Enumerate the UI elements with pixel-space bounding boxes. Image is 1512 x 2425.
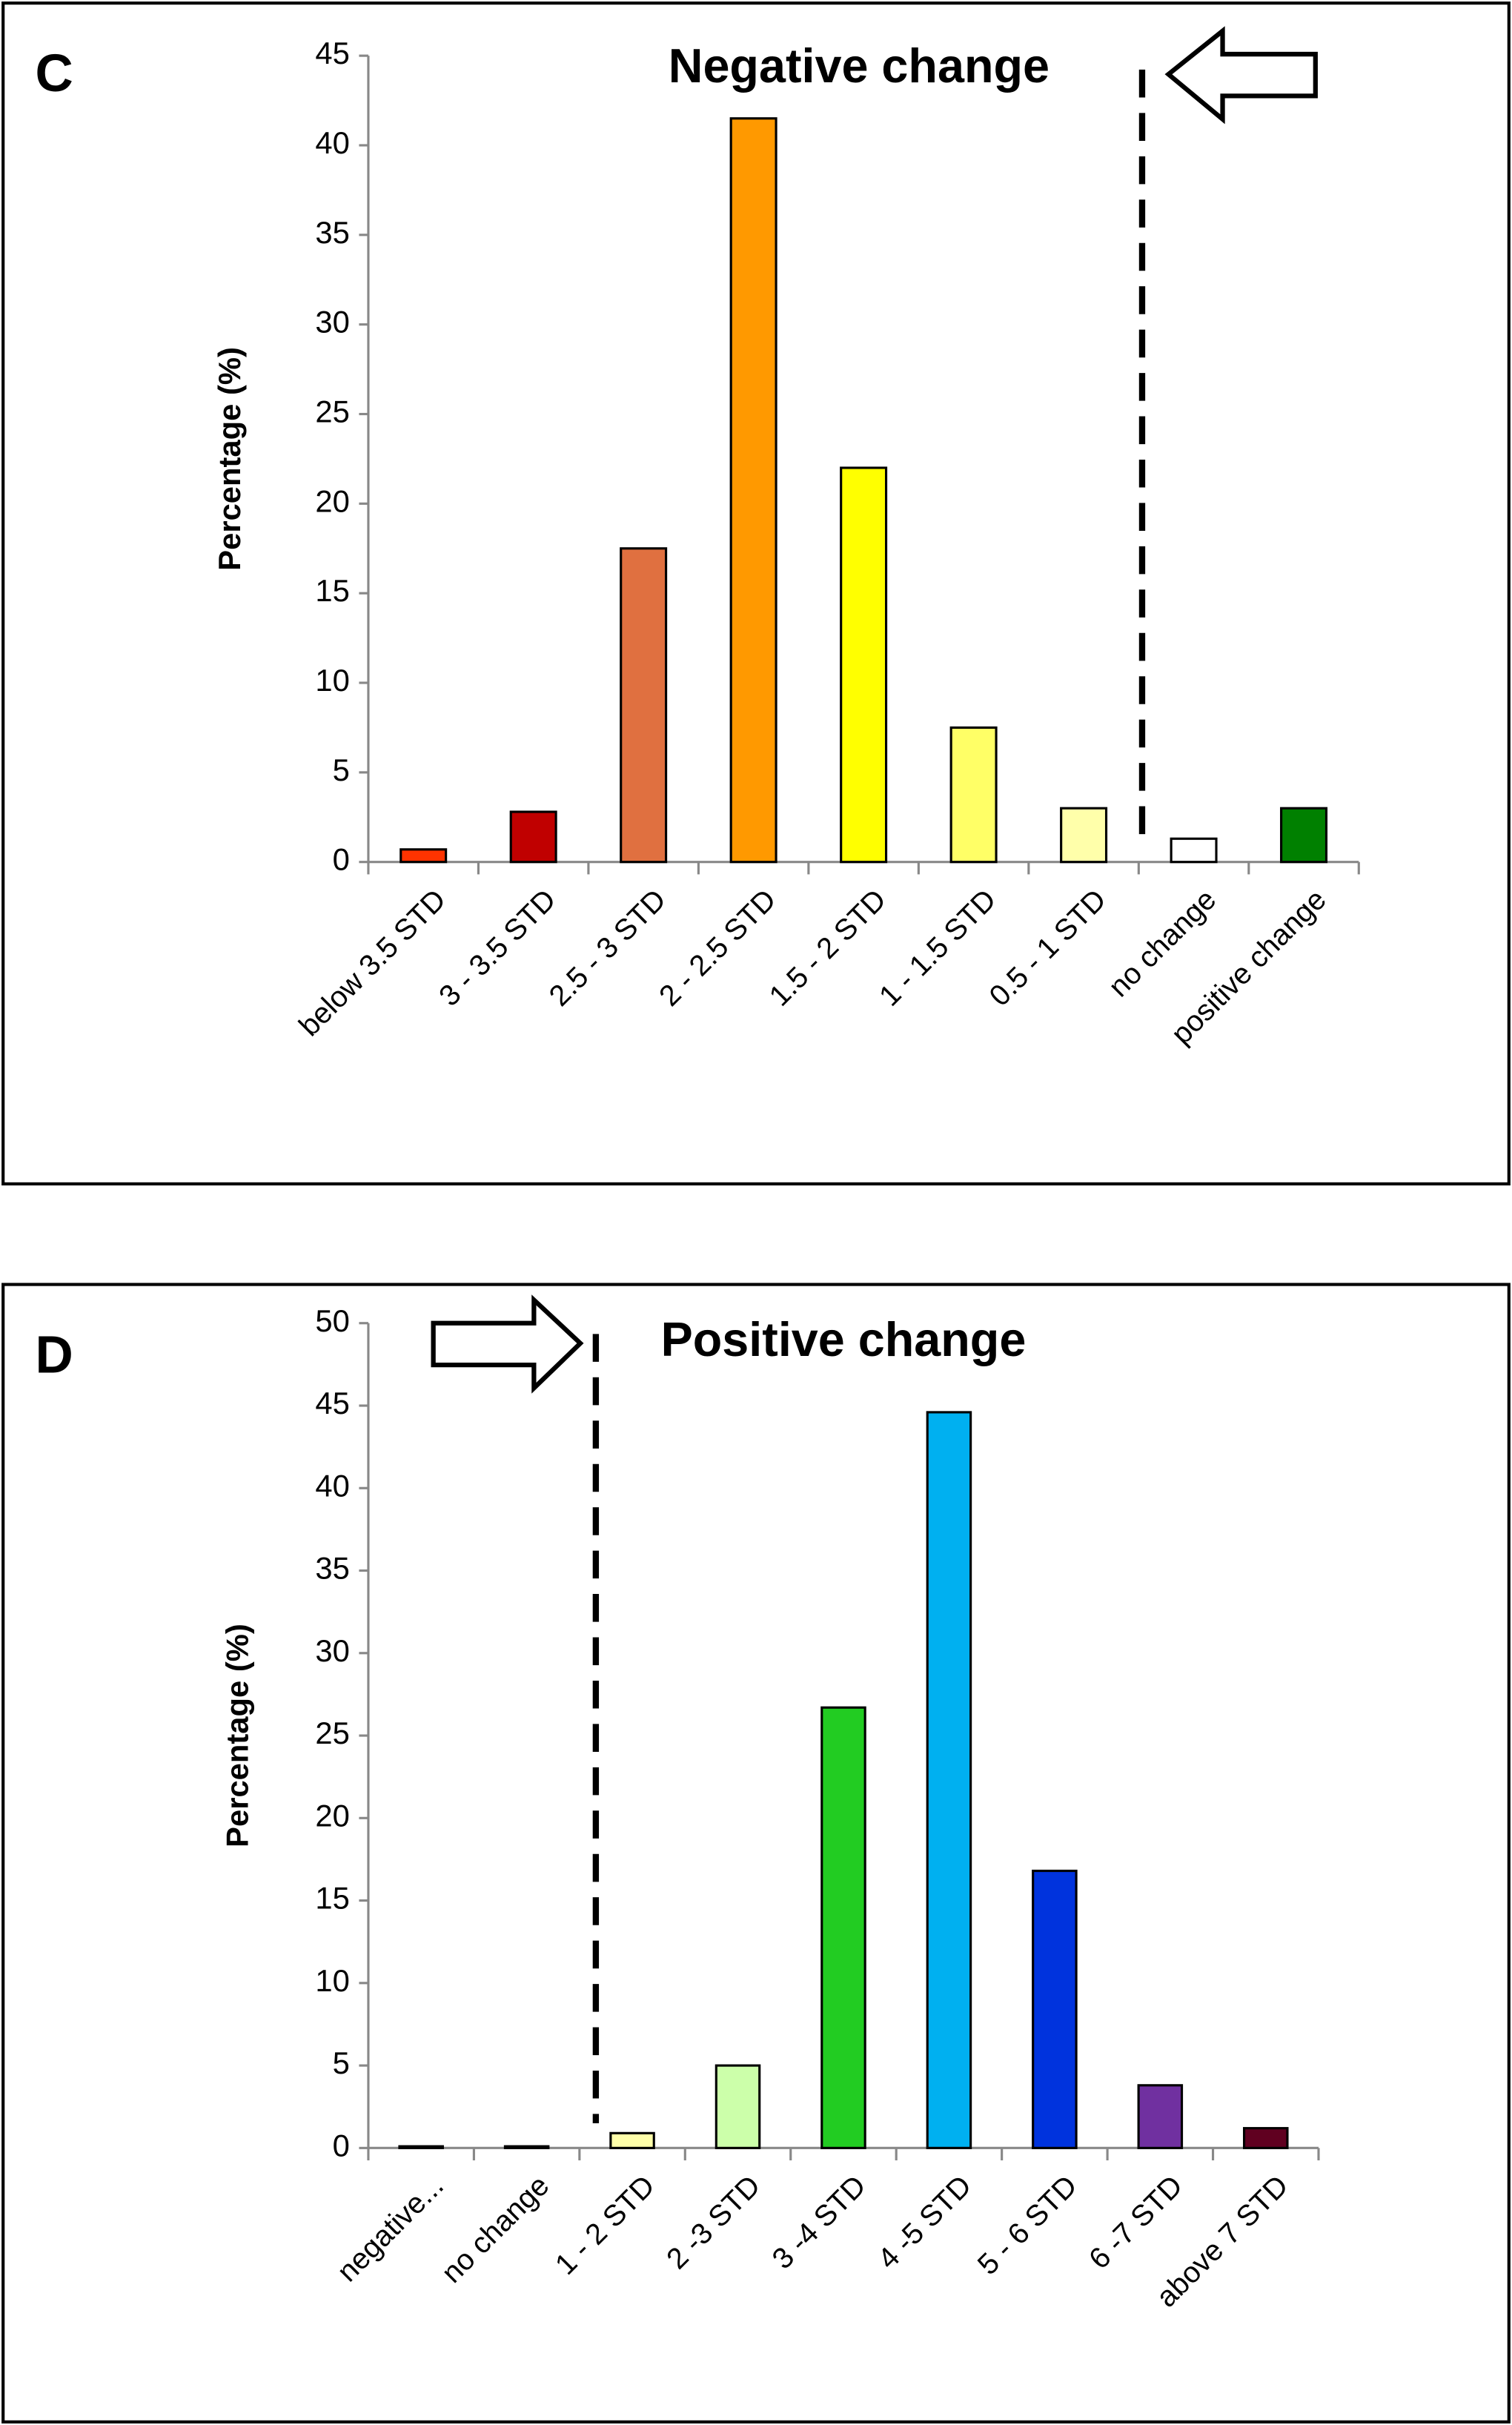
bar [398, 2145, 444, 2149]
y-tick-label: 35 [315, 215, 349, 250]
panel-label: D [35, 1326, 73, 1385]
bar [399, 848, 448, 864]
bar [840, 466, 888, 864]
y-tick-label: 10 [315, 1963, 349, 1998]
bar [620, 547, 668, 864]
x-tick-label: negative... [331, 2169, 450, 2288]
chart-title: Positive change [661, 1312, 1027, 1366]
bar [926, 1411, 972, 2149]
bar [1243, 2127, 1289, 2149]
x-tick-label: no change [435, 2169, 555, 2289]
x-tick-label: 2.5 - 3 STD [543, 883, 672, 1012]
x-tick-label: 3 -4 STD [766, 2169, 872, 2275]
y-tick-label: 45 [315, 36, 349, 70]
y-tick-label: 50 [315, 1303, 349, 1338]
y-axis-label: Percentage (%) [212, 347, 247, 571]
y-tick-label: 30 [315, 1633, 349, 1668]
x-tick-label: no change [1102, 883, 1222, 1003]
x-tick-label: below 3.5 STD [293, 883, 452, 1042]
x-tick-label: 1 - 1.5 STD [873, 883, 1003, 1012]
y-tick-label: 35 [315, 1551, 349, 1586]
chart-title: Negative change [669, 39, 1050, 93]
y-axis-label: Percentage (%) [220, 1624, 255, 1847]
bar [1060, 807, 1108, 864]
y-tick-label: 10 [315, 663, 349, 698]
bar [1280, 807, 1328, 864]
arrow-right [431, 1294, 584, 1394]
bar [1137, 2084, 1184, 2149]
y-tick-label: 25 [315, 394, 349, 429]
y-tick-label: 40 [315, 1468, 349, 1503]
y-tick-label: 15 [315, 573, 349, 608]
x-tick-label: 4 -5 STD [872, 2169, 978, 2275]
y-tick-label: 0 [333, 2128, 350, 2163]
y-tick-label: 20 [315, 483, 349, 518]
x-tick-label: 3 - 3.5 STD [433, 883, 563, 1012]
x-tick-label: 1 - 2 STD [549, 2169, 661, 2281]
bar [949, 726, 998, 864]
bar [503, 2145, 550, 2149]
y-tick-label: 30 [315, 305, 349, 340]
y-tick-label: 40 [315, 125, 349, 160]
y-tick-label: 0 [333, 842, 350, 877]
y-tick-label: 45 [315, 1386, 349, 1420]
y-tick-label: 5 [333, 2045, 350, 2080]
x-tick-label: 2 - 2.5 STD [653, 883, 783, 1012]
panel-label: C [35, 44, 73, 103]
y-tick-label: 20 [315, 1798, 349, 1833]
x-tick-label: 5 - 6 STD [972, 2169, 1084, 2281]
bar [1170, 837, 1218, 864]
bar [729, 117, 777, 864]
bar [609, 2131, 655, 2149]
bar [820, 1706, 866, 2149]
bar [1032, 1869, 1078, 2149]
x-tick-label: 1.5 - 2 STD [763, 883, 892, 1012]
bar [509, 810, 557, 864]
y-tick-label: 15 [315, 1881, 349, 1916]
panel-frame [1, 1, 1511, 1185]
y-tick-label: 25 [315, 1716, 349, 1750]
y-tick-label: 5 [333, 752, 350, 787]
bar [714, 2064, 761, 2149]
x-tick-label: 2 -3 STD [660, 2169, 766, 2275]
panel-frame [1, 1283, 1511, 2424]
arrow-left [1164, 26, 1318, 125]
x-tick-label: 0.5 - 1 STD [983, 883, 1113, 1012]
x-tick-label: 6 -7 STD [1083, 2169, 1189, 2275]
